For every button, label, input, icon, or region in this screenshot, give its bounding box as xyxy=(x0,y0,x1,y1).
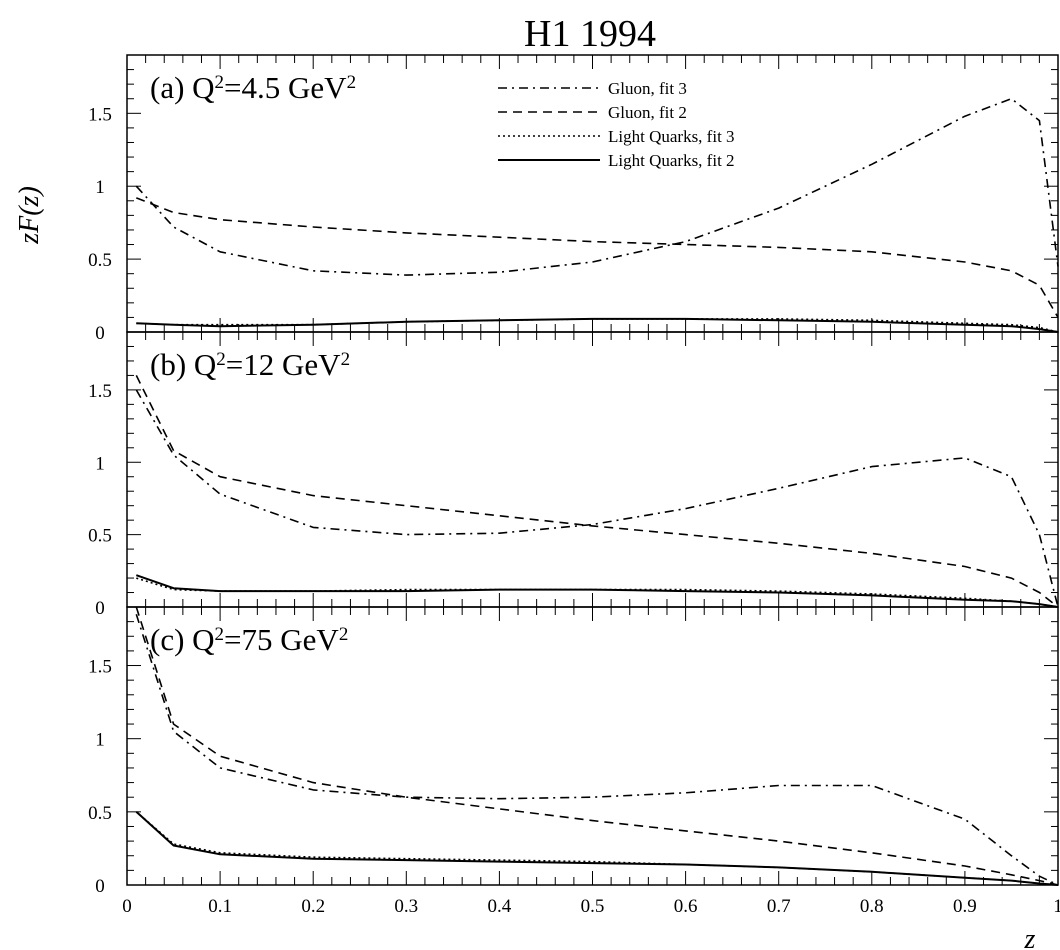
panel-label: (a) Q2=4.5 GeV2 xyxy=(150,70,356,105)
x-tick-label: 0.6 xyxy=(674,896,698,917)
series-line-1-dash-dot xyxy=(135,389,1059,608)
series-line-0-dashed xyxy=(136,197,1059,318)
x-tick-label: 0.2 xyxy=(301,896,325,917)
series-line-2-dashed xyxy=(135,606,1059,886)
series-line-2-dash-dot xyxy=(135,614,1059,886)
panel-label: (c) Q2=75 GeV2 xyxy=(150,622,348,657)
x-tick-label: 0.7 xyxy=(767,896,791,917)
legend-label: Gluon, fit 3 xyxy=(608,79,687,98)
x-tick-label: 1 xyxy=(1053,896,1060,917)
x-tick-label: 0.4 xyxy=(488,896,512,917)
series-line-2-solid xyxy=(135,811,1059,886)
y-tick-label: 0.5 xyxy=(88,526,112,547)
axis-ticks xyxy=(126,55,1059,886)
y-tick-label: 0 xyxy=(95,598,105,619)
y-tick-label: 1.5 xyxy=(88,104,112,125)
x-tick-label: 0.8 xyxy=(860,896,884,917)
y-tick-label: 1 xyxy=(95,453,105,474)
data-curves xyxy=(135,97,1059,886)
x-tick-label: 0.9 xyxy=(953,896,977,917)
y-tick-label: 0.5 xyxy=(88,250,112,271)
chart-title: H1 1994 xyxy=(524,13,656,55)
series-line-0-solid xyxy=(136,317,1059,333)
legend-label: Light Quarks, fit 2 xyxy=(608,151,735,170)
series-line-1-solid xyxy=(135,574,1059,608)
series-line-0-dash-dot xyxy=(135,97,1059,276)
y-tick-label: 1 xyxy=(95,730,105,751)
x-tick-label: 0.5 xyxy=(581,896,605,917)
x-tick-label: 0.3 xyxy=(394,896,418,917)
y-tick-label: 1 xyxy=(95,177,105,198)
y-tick-label: 0.5 xyxy=(88,803,112,824)
y-tick-label: 0 xyxy=(95,876,105,897)
panel-labels: (a) Q2=4.5 GeV2 (b) Q2=12 GeV2 (c) Q2=75 G… xyxy=(150,70,356,657)
x-tick-label: 0 xyxy=(122,896,132,917)
legend-label: Gluon, fit 2 xyxy=(608,103,687,122)
x-tick-label: 0.1 xyxy=(208,896,232,917)
plot-frame xyxy=(126,54,1059,886)
y-axis-label: zF(z) xyxy=(14,186,45,245)
axis-tick-labels: 0 0.5 1 1.5 0 0.5 1 1.5 0 0.5 1 1.5 0 0.1 0.2 0.3 0.4 0.5… xyxy=(88,104,1060,917)
panel-label: (b) Q2=12 GeV2 xyxy=(150,347,350,382)
y-tick-label: 0 xyxy=(95,323,105,344)
series-line-1-dashed xyxy=(135,375,1059,608)
x-axis-label: z xyxy=(1024,924,1036,950)
y-tick-label: 1.5 xyxy=(88,381,112,402)
legend-label: Light Quarks, fit 3 xyxy=(608,127,735,146)
y-tick-label: 1.5 xyxy=(88,657,112,678)
series-line-1-dotted xyxy=(136,577,1059,608)
legend: Gluon, fit 3 Gluon, fit 2 Light Quarks, fi… xyxy=(498,79,735,170)
